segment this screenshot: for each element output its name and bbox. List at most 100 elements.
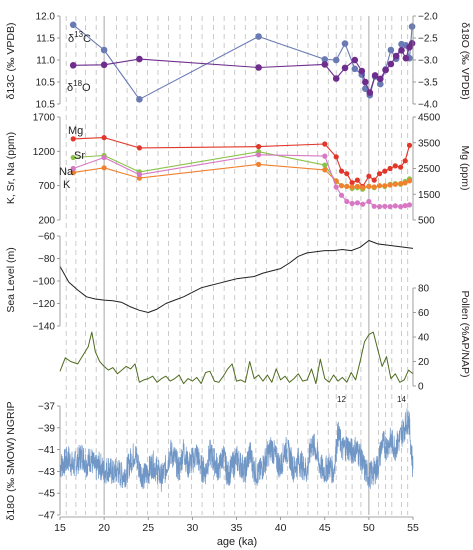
d18o-point-15 [392,52,400,60]
sr-point-4 [322,162,328,168]
mg-point-13 [376,171,383,177]
x-tick-label-3: 30 [187,522,199,534]
d13c-point-5 [332,56,340,64]
x-tick-label-7: 50 [363,522,375,534]
mg-tick-label-3: 3500 [418,138,441,149]
k-point-3 [256,152,262,158]
d13c-tick-label-4: 10.5 [36,100,56,111]
d13c-point-7 [351,65,359,73]
na-point-6 [338,183,345,189]
k-point-17 [398,204,404,210]
k-point-19 [406,202,413,208]
na-point-10 [360,185,366,191]
na-point-13 [376,183,383,189]
d18o-point-14 [387,60,395,68]
k-point-7 [344,198,350,205]
pollen-tick-label-0: 0 [418,382,424,393]
mg-point-15 [387,165,393,172]
k-series-label: K [63,179,71,191]
k-point-18 [402,203,408,209]
mg-tick-label-0: 500 [418,216,435,227]
d18o-point-19 [408,40,416,47]
na-point-14 [382,183,388,189]
na-point-15 [387,182,393,188]
mg-point-7 [344,171,350,177]
ksrna-tick-label-3: 1700 [33,113,56,124]
data-layer [59,21,416,492]
ngrip-tick-label-0: −47 [38,511,55,522]
na-series-label: Na [59,166,74,178]
d18o-tick-label-4: −2.0 [418,12,438,23]
d13c-tick-label-1: 11.5 [36,34,55,45]
mg-point-5 [333,154,339,160]
k-point-11 [366,198,372,205]
mg-point-14 [382,168,388,174]
d13c-label-rest: C [83,33,91,45]
axes-layer: 12.0 11.5 11.0 10.5 10.5 −4.0 −3.5 −3.0 −2.5 −2.0… [32,12,440,535]
d18o-label-sup: 18 [73,79,82,88]
x-tick-label-1: 20 [98,522,110,534]
d18o-point-2 [136,55,143,63]
d13c-point-2 [136,96,143,103]
mg-point-18 [402,158,408,164]
d18o-point-9 [362,78,369,86]
mg-point-19 [406,142,413,148]
d13c-point-0 [69,21,77,29]
ngrip-line [59,408,414,492]
d13c-point-14 [387,46,395,54]
sealevel-tick-label-1: −120 [32,299,55,310]
na-point-16 [392,181,398,187]
na-point-19 [406,178,413,184]
na-point-8 [349,184,355,190]
sealevel-tick-label-4: −60 [38,232,55,243]
k-point-16 [392,203,398,209]
ngrip-tick-label-3: −41 [38,445,55,456]
d18o-point-4 [321,61,329,68]
d18o-point-3 [255,64,262,71]
k-point-4 [322,153,328,159]
k-point-9 [354,200,360,206]
mg-point-16 [392,163,398,169]
na-point-4 [322,167,328,173]
pollen-tick-label-1: 20 [418,357,430,368]
na-point-17 [398,181,404,187]
d13c-point-12 [377,80,384,88]
na-point-18 [402,180,408,186]
ngrip-annotation-14: 14 [397,395,406,404]
ksrna-axis-title: K, Sr, Na (ppm) [5,132,17,204]
mg-series-label: Mg [68,125,83,137]
d18o-axis-title: δ18O (‰ VPDB) [459,22,471,100]
ksrna-tick-label-1: 700 [38,181,55,192]
mg-point-9 [354,177,360,183]
d18o-point-6 [341,64,349,72]
mg-point-0 [70,136,76,142]
na-point-11 [366,183,372,189]
d13c-tick-label-0: 12.0 [36,12,56,23]
ngrip-tick-label-4: −39 [38,423,55,434]
d18o-point-12 [377,75,384,83]
d13c-label-sup: 13 [74,30,83,39]
mg-point-12 [371,177,377,183]
d13c-point-19 [408,23,416,30]
k-point-15 [387,204,393,210]
x-tick-label-4: 35 [231,522,243,534]
na-point-7 [344,183,350,189]
d18o-point-13 [382,66,389,74]
k-point-10 [360,201,366,207]
na-point-0 [70,170,76,176]
x-tick-label-5: 40 [275,522,287,534]
mg-point-4 [322,141,328,147]
mg-axis-title: Mg (ppm) [459,146,471,191]
mg-point-11 [366,173,372,179]
mg-point-3 [256,144,262,150]
k-point-5 [333,184,339,190]
k-point-2 [136,172,142,178]
d18o-tick-label-0: −4.0 [418,100,438,111]
d13c-point-6 [341,40,349,47]
d13c-point-4 [321,56,329,63]
d13c-point-3 [255,33,262,40]
ngrip-tick-label-5: −37 [38,402,55,413]
ksrna-tick-label-0: 200 [38,216,55,227]
sr-point-0 [70,154,76,161]
